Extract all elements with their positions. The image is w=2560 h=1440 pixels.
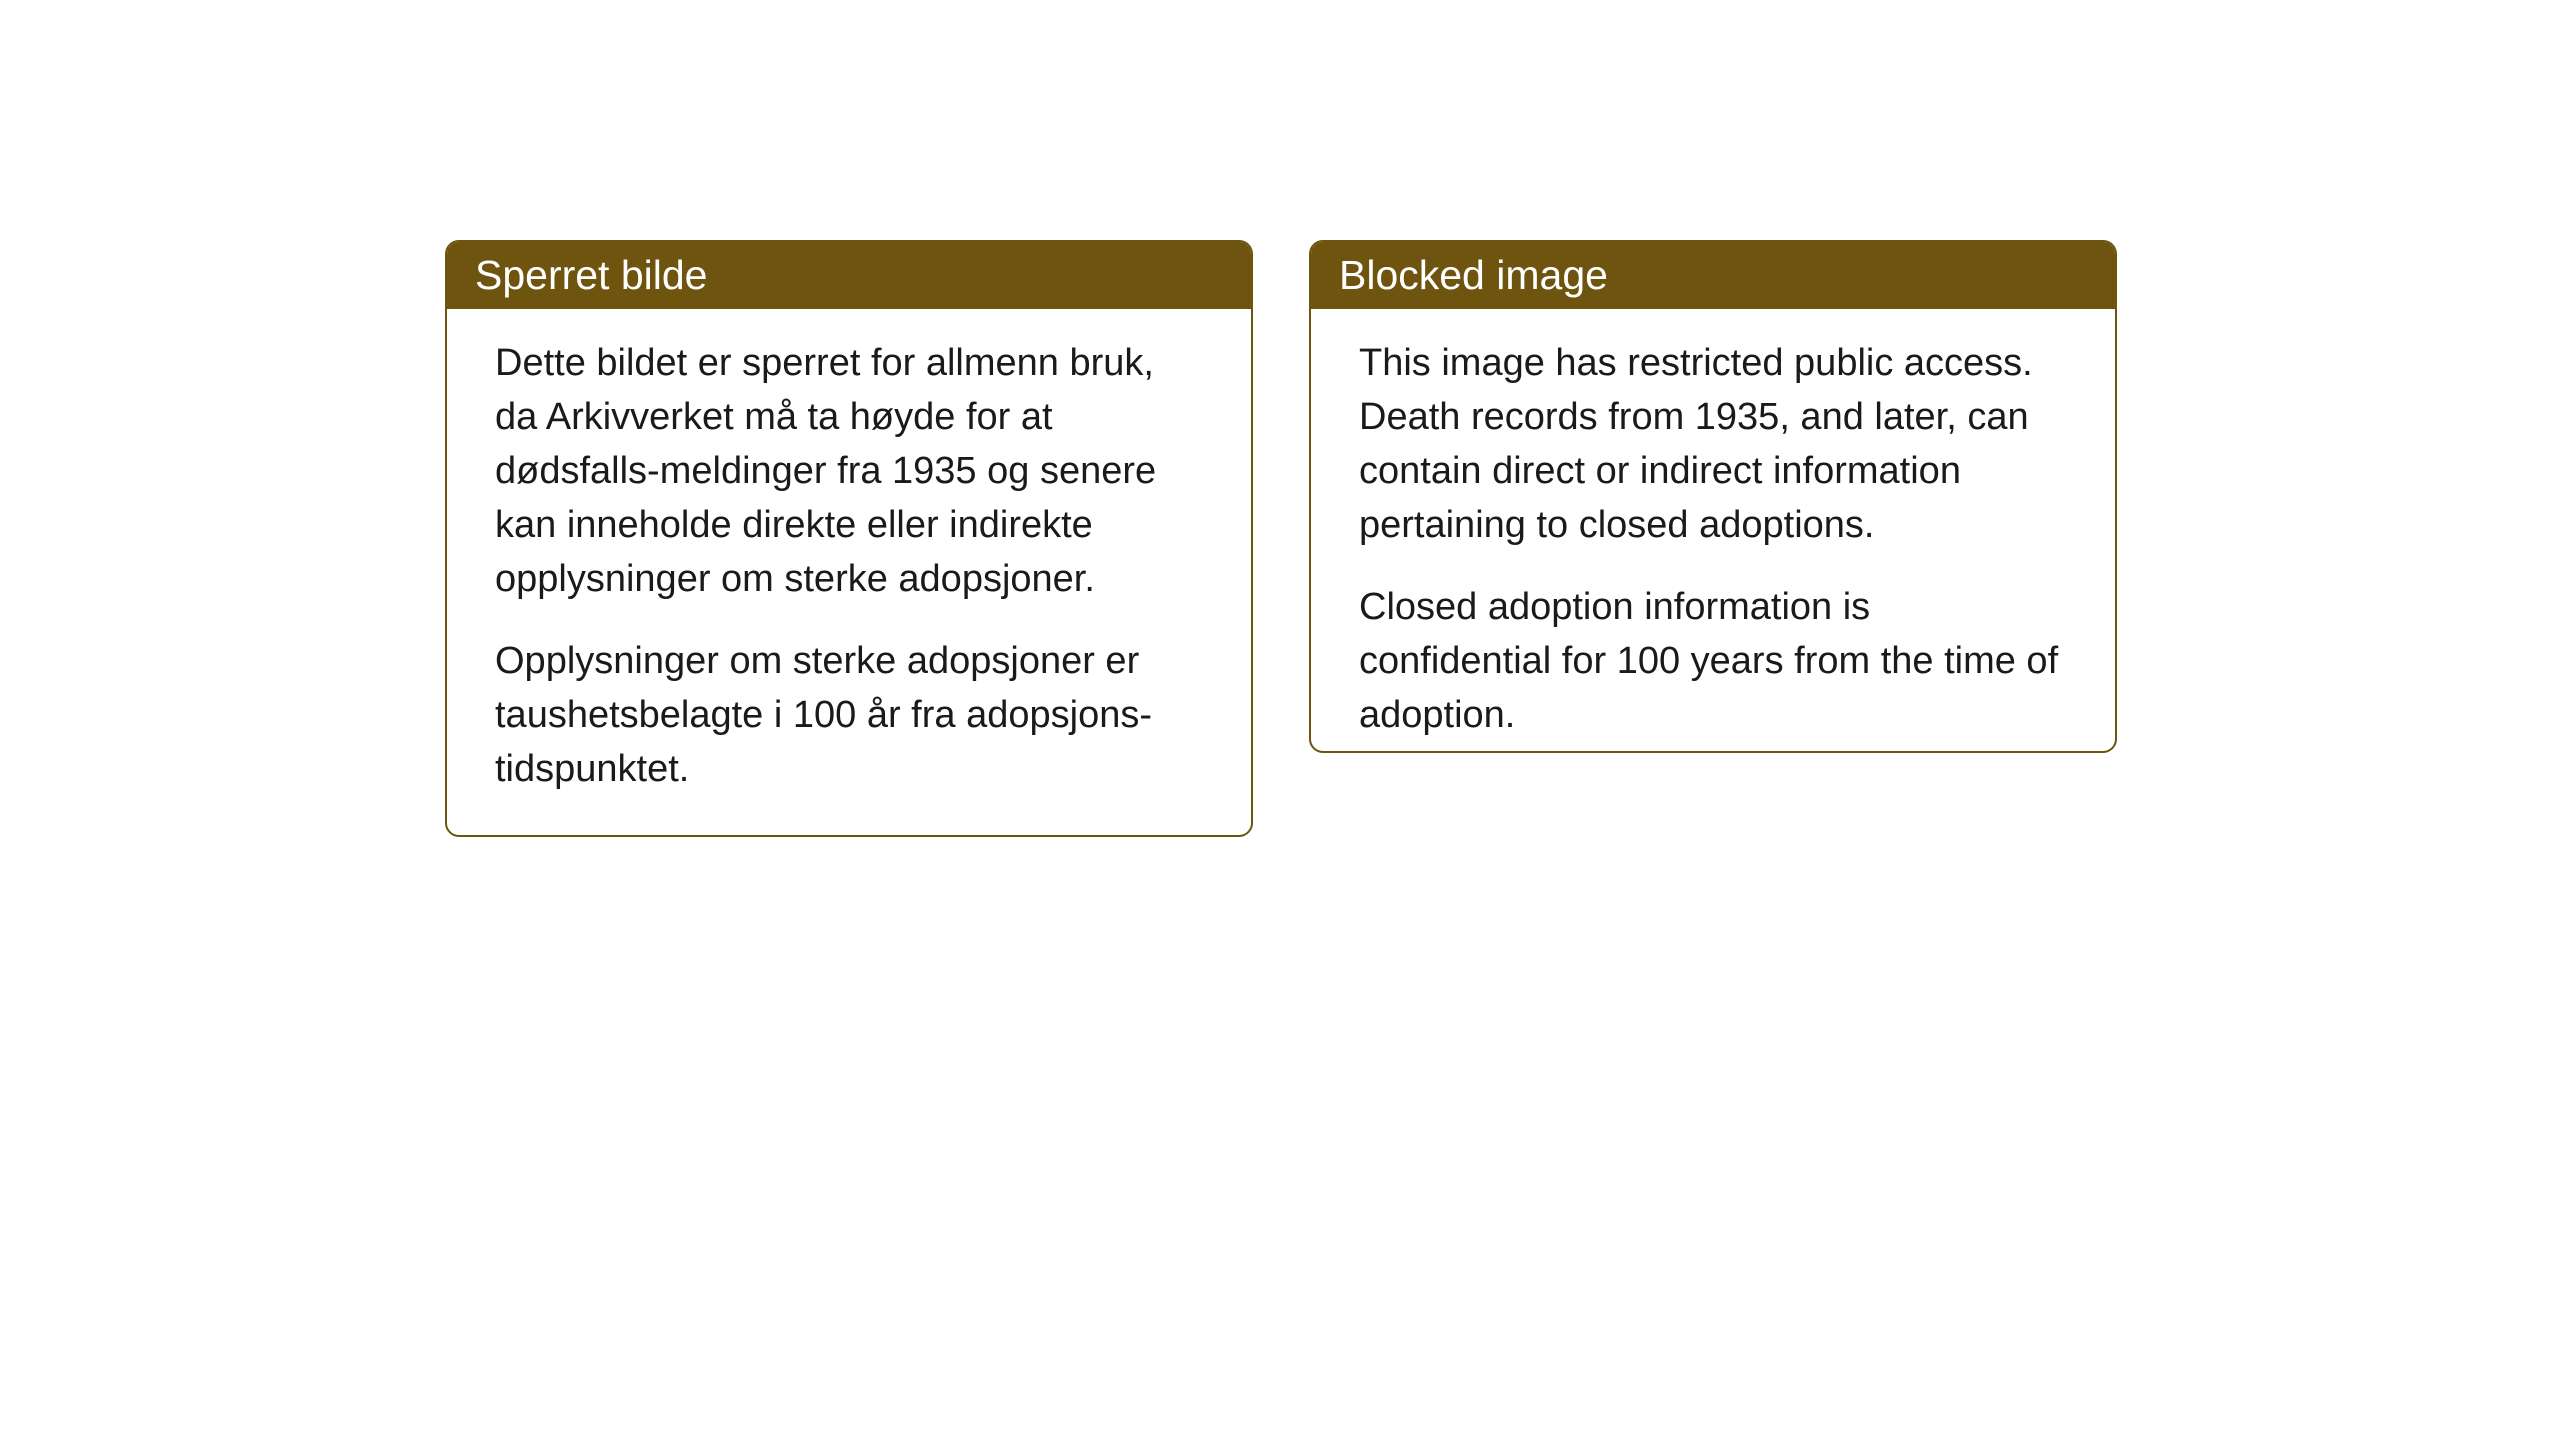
english-paragraph-2: Closed adoption information is confident…	[1359, 581, 2067, 743]
norwegian-paragraph-2: Opplysninger om sterke adopsjoner er tau…	[495, 635, 1203, 797]
english-card-title: Blocked image	[1311, 242, 2115, 309]
norwegian-paragraph-1: Dette bildet er sperret for allmenn bruk…	[495, 337, 1203, 607]
norwegian-card-body: Dette bildet er sperret for allmenn bruk…	[447, 309, 1251, 835]
english-paragraph-1: This image has restricted public access.…	[1359, 337, 2067, 553]
norwegian-card-title: Sperret bilde	[447, 242, 1251, 309]
notice-cards-container: Sperret bilde Dette bildet er sperret fo…	[445, 240, 2117, 837]
english-card-body: This image has restricted public access.…	[1311, 309, 2115, 753]
english-notice-card: Blocked image This image has restricted …	[1309, 240, 2117, 753]
norwegian-notice-card: Sperret bilde Dette bildet er sperret fo…	[445, 240, 1253, 837]
